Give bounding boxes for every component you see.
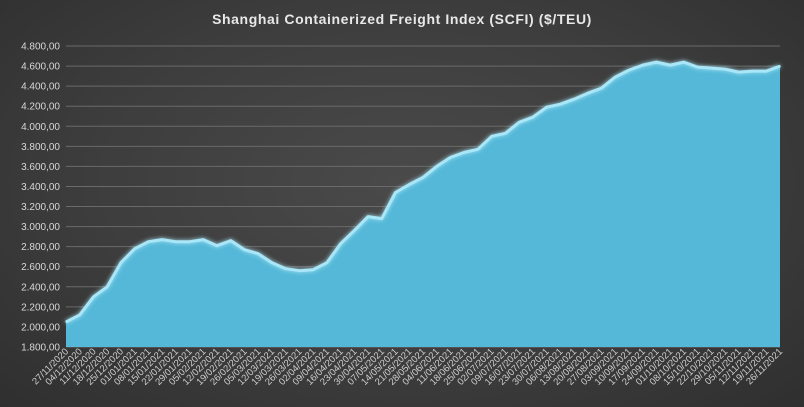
data-point: [518, 121, 520, 124]
data-point: [133, 247, 136, 250]
y-tick-label: 3.600,00: [21, 162, 60, 173]
data-point: [243, 248, 246, 251]
data-point: [600, 87, 603, 89]
data-point: [738, 71, 740, 73]
y-tick-label: 3.800,00: [21, 142, 60, 153]
y-tick-label: 4.600,00: [21, 62, 60, 73]
data-point: [106, 286, 108, 288]
y-tick-label: 4.000,00: [21, 122, 60, 133]
data-point: [408, 183, 411, 186]
x-axis-ticks: 27/11/202004/12/202011/12/202018/12/2020…: [30, 346, 785, 387]
chart-title: Shanghai Containerized Freight Index (SC…: [212, 11, 592, 27]
data-point: [284, 267, 287, 270]
data-point: [490, 135, 493, 138]
data-point: [751, 70, 754, 72]
data-point: [422, 176, 424, 179]
y-tick-label: 2.800,00: [21, 242, 60, 253]
data-point: [683, 61, 685, 63]
data-point: [230, 239, 232, 242]
data-point: [175, 240, 177, 243]
data-point: [92, 296, 95, 298]
data-point: [312, 268, 315, 271]
data-point: [147, 240, 150, 243]
data-point: [463, 151, 466, 154]
data-point: [779, 65, 781, 67]
y-tick-label: 4.400,00: [21, 82, 60, 93]
y-tick-label: 1.800,00: [21, 343, 60, 354]
data-point: [587, 92, 589, 94]
data-point: [435, 165, 438, 168]
data-point: [65, 321, 67, 323]
data-point: [120, 261, 122, 264]
data-point: [326, 261, 328, 264]
data-point: [381, 217, 383, 220]
y-axis-ticks: 1.800,00 2.000,00 2.200,00 2.400,00 2.600,00…: [21, 42, 60, 354]
data-point: [614, 76, 616, 78]
data-point: [504, 132, 507, 135]
data-point: [477, 148, 479, 151]
data-point: [655, 61, 658, 63]
data-point: [532, 116, 534, 118]
data-point: [765, 70, 768, 72]
data-point: [161, 238, 163, 241]
data-point: [188, 240, 191, 243]
y-tick-label: 2.600,00: [21, 262, 60, 273]
y-tick-label: 3.400,00: [21, 182, 60, 193]
data-point: [202, 238, 205, 241]
data-point: [559, 103, 562, 105]
data-point: [257, 252, 260, 255]
data-point: [545, 106, 548, 108]
data-point: [353, 229, 356, 232]
area-fill: [66, 62, 780, 347]
data-point: [298, 269, 301, 272]
data-point: [710, 67, 713, 69]
data-point: [669, 64, 671, 66]
y-tick-label: 3.000,00: [21, 222, 60, 233]
data-point: [628, 69, 630, 71]
y-tick-label: 2.400,00: [21, 282, 60, 293]
data-point: [367, 215, 369, 218]
data-point: [271, 261, 273, 264]
data-point: [641, 64, 644, 66]
data-point: [216, 244, 218, 247]
y-tick-label: 4.200,00: [21, 102, 60, 113]
y-tick-label: 4.800,00: [21, 42, 60, 53]
data-point: [724, 68, 726, 70]
data-point: [339, 242, 342, 245]
data-point: [394, 191, 397, 194]
data-point: [78, 314, 81, 316]
data-point: [449, 156, 452, 159]
data-point: [696, 66, 699, 68]
y-tick-label: 2.000,00: [21, 322, 60, 333]
area-series: [65, 60, 781, 347]
data-point: [573, 98, 575, 100]
y-tick-label: 3.200,00: [21, 202, 60, 213]
y-tick-label: 2.200,00: [21, 302, 60, 313]
